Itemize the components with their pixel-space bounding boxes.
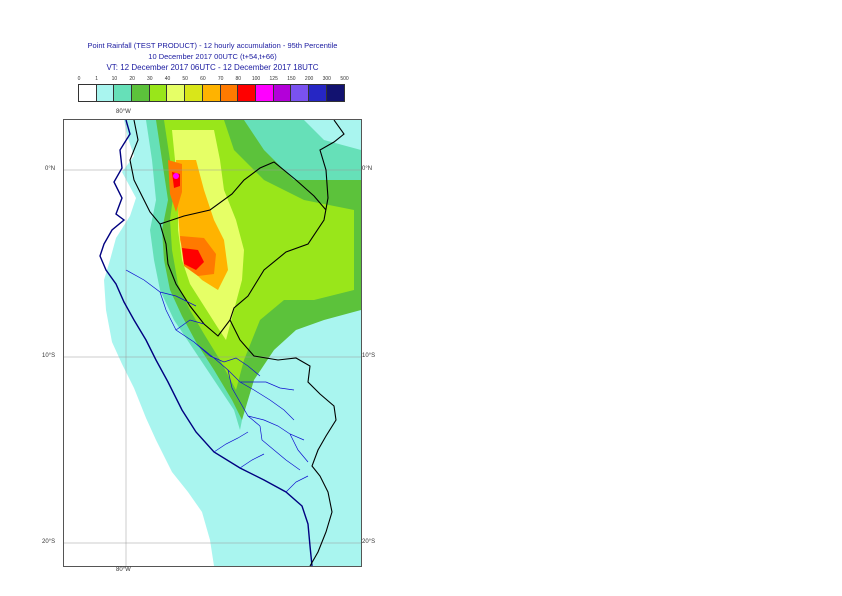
legend-swatch-14 xyxy=(326,85,345,101)
run-time-subtitle: 10 December 2017 00UTC (t+54,t+66) xyxy=(148,52,277,61)
national-border-east xyxy=(229,319,337,566)
legend-swatch-4 xyxy=(149,85,168,101)
legend-swatch-6 xyxy=(185,85,203,101)
lat-label-0-left: 0°N xyxy=(45,166,56,172)
rainfall-color-legend: 0 1 10 20 30 40 50 60 70 80 100 125 150 200 300 500 xyxy=(77,76,349,102)
legend-tick-label: 20 xyxy=(129,76,135,82)
legend-tick-label: 70 xyxy=(217,76,224,82)
legend-tick-label: 30 xyxy=(147,76,153,82)
legend-swatch-10 xyxy=(255,85,274,101)
legend-swatch-8 xyxy=(220,85,239,101)
legend-swatch-row xyxy=(78,84,346,102)
map-canvas xyxy=(64,120,361,566)
national-border xyxy=(129,120,345,337)
lat-label-20s-right: 20°S xyxy=(362,539,376,545)
legend-swatch-5 xyxy=(167,85,186,101)
legend-tick-label: 500 xyxy=(340,76,349,82)
legend-swatch-11 xyxy=(273,85,292,101)
legend-swatch-0 xyxy=(79,85,97,101)
legend-swatch-13 xyxy=(308,85,327,101)
rain-max-red xyxy=(172,172,204,270)
rainfall-map xyxy=(63,119,362,567)
legend-swatch-9 xyxy=(238,85,256,101)
legend-tick-label: 40 xyxy=(164,76,171,82)
legend-tick-label: 150 xyxy=(287,76,296,82)
legend-tick-label: 80 xyxy=(235,76,242,82)
validity-time-subtitle: VT: 12 December 2017 06UTC - 12 December… xyxy=(106,63,319,72)
coastline xyxy=(99,120,313,566)
lat-label-0-right: 0°N xyxy=(362,166,373,172)
lat-label-10s-right: 10°S xyxy=(362,353,376,359)
rain-peak-magenta xyxy=(173,173,179,179)
legend-tick-label: 200 xyxy=(304,76,314,82)
legend-tick-label: 300 xyxy=(322,76,331,82)
legend-tick-label: 10 xyxy=(111,76,118,82)
rain-band-dark-orange xyxy=(168,160,216,276)
legend-swatch-12 xyxy=(291,85,309,101)
legend-tick-label: 0 xyxy=(77,76,81,82)
legend-swatch-1 xyxy=(96,85,115,101)
lon-label-top: 80°W xyxy=(116,109,131,115)
lon-label-bottom: 80°W xyxy=(116,567,131,573)
legend-tick-label: 50 xyxy=(182,76,188,82)
lat-label-20s-left: 20°S xyxy=(42,539,56,545)
legend-swatch-7 xyxy=(202,85,221,101)
legend-tick-label: 1 xyxy=(95,76,99,82)
regional-boundaries xyxy=(125,269,309,493)
legend-tick-label: 60 xyxy=(200,76,206,82)
legend-tick-label: 125 xyxy=(269,76,278,82)
legend-tick-label: 100 xyxy=(251,76,261,82)
map-title: Point Rainfall (TEST PRODUCT) - 12 hourl… xyxy=(87,41,338,50)
lat-label-10s-left: 10°S xyxy=(42,353,56,359)
legend-swatch-3 xyxy=(132,85,150,101)
national-border-north xyxy=(159,161,327,225)
legend-swatch-2 xyxy=(114,85,133,101)
